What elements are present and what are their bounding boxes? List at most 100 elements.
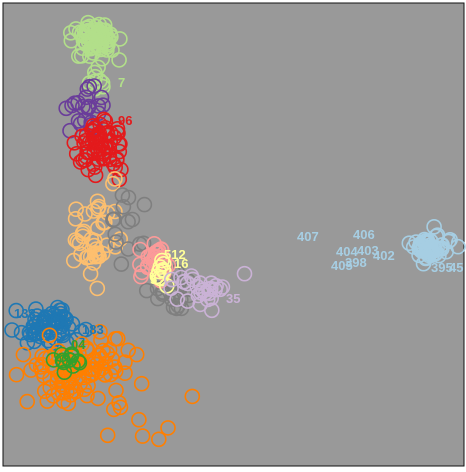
data-point xyxy=(124,211,141,228)
data-point xyxy=(80,161,96,178)
data-point xyxy=(8,302,25,319)
point-label: 405 xyxy=(331,258,353,273)
data-point xyxy=(136,196,153,213)
point-label: 133 xyxy=(14,306,36,321)
data-point xyxy=(79,81,96,97)
data-point xyxy=(91,16,107,33)
data-point xyxy=(415,255,432,272)
data-point xyxy=(450,238,466,255)
data-point xyxy=(102,151,118,168)
data-point xyxy=(416,231,433,248)
data-point xyxy=(86,130,103,147)
data-point xyxy=(80,343,96,359)
data-point xyxy=(164,291,180,308)
data-point xyxy=(151,431,167,448)
marker-layer xyxy=(4,14,466,448)
data-point xyxy=(67,232,84,248)
data-point xyxy=(95,150,111,167)
data-point xyxy=(131,411,147,428)
point-label: 398 xyxy=(345,255,367,270)
data-point xyxy=(134,428,151,444)
data-point xyxy=(204,302,220,319)
data-point xyxy=(68,146,85,162)
data-point xyxy=(212,281,228,298)
data-point xyxy=(89,245,105,261)
data-point xyxy=(149,268,166,285)
data-point xyxy=(71,354,88,371)
data-point xyxy=(421,247,437,264)
data-point xyxy=(93,89,110,106)
data-point xyxy=(426,219,442,235)
data-point xyxy=(78,249,95,266)
point-label: 395 xyxy=(431,260,453,275)
data-point xyxy=(120,241,136,257)
data-point xyxy=(138,282,155,299)
point-label: 406 xyxy=(353,227,375,242)
data-point xyxy=(101,341,118,358)
data-point xyxy=(63,386,79,403)
data-point xyxy=(78,89,94,106)
data-point xyxy=(78,132,94,149)
data-point xyxy=(90,200,106,217)
data-point xyxy=(99,345,115,362)
data-point xyxy=(54,385,71,401)
data-point xyxy=(48,311,65,327)
data-point xyxy=(95,215,111,231)
data-point xyxy=(128,346,145,363)
data-point xyxy=(112,399,129,416)
data-point xyxy=(92,116,108,133)
data-point xyxy=(81,98,97,115)
data-point xyxy=(66,135,83,151)
data-point xyxy=(134,264,150,281)
data-point xyxy=(93,350,110,367)
data-point xyxy=(163,280,179,297)
data-point xyxy=(90,390,106,407)
data-point xyxy=(84,33,101,50)
data-point xyxy=(82,30,98,46)
data-point xyxy=(82,265,99,282)
data-point xyxy=(115,199,132,215)
data-point xyxy=(23,362,39,378)
data-point xyxy=(88,356,105,373)
data-point xyxy=(78,127,95,143)
data-point xyxy=(81,79,98,95)
data-point xyxy=(89,280,106,297)
point-label: 96 xyxy=(118,113,132,128)
data-point xyxy=(190,287,207,304)
data-point xyxy=(67,211,84,227)
data-point xyxy=(70,95,86,111)
data-point xyxy=(208,277,224,294)
data-point xyxy=(41,327,58,344)
data-point xyxy=(69,233,86,250)
data-point xyxy=(45,388,62,404)
data-point xyxy=(99,427,116,444)
data-point xyxy=(107,171,123,187)
data-point xyxy=(94,50,110,67)
data-point xyxy=(154,252,170,269)
data-point xyxy=(160,420,176,436)
data-point xyxy=(112,231,128,247)
data-point xyxy=(106,401,122,418)
data-point xyxy=(15,346,32,363)
data-point xyxy=(153,270,169,287)
data-point xyxy=(68,201,84,217)
data-point xyxy=(108,234,124,250)
point-label: 7 xyxy=(118,75,125,90)
point-label: 35 xyxy=(226,291,240,306)
data-point xyxy=(189,278,205,295)
data-point xyxy=(75,228,91,245)
data-point xyxy=(61,351,78,368)
point-label: 5 xyxy=(150,272,157,287)
data-point xyxy=(51,325,67,342)
data-point xyxy=(108,382,124,399)
data-point xyxy=(42,370,58,387)
data-point xyxy=(30,323,47,340)
point-label: 404 xyxy=(336,244,358,259)
data-point xyxy=(57,310,73,326)
data-point xyxy=(52,302,68,319)
data-point xyxy=(8,366,25,383)
data-point xyxy=(104,351,121,368)
